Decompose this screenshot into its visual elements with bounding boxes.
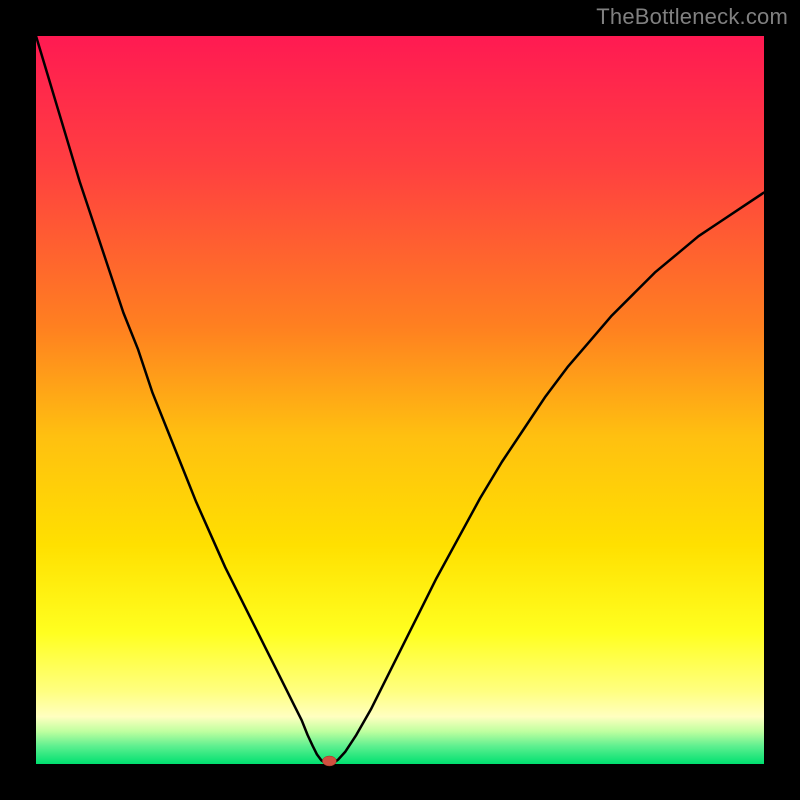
watermark-text: TheBottleneck.com <box>596 4 788 30</box>
optimal-point-marker <box>322 756 336 766</box>
bottleneck-chart <box>0 0 800 800</box>
chart-background <box>36 36 764 764</box>
chart-svg <box>0 0 800 800</box>
